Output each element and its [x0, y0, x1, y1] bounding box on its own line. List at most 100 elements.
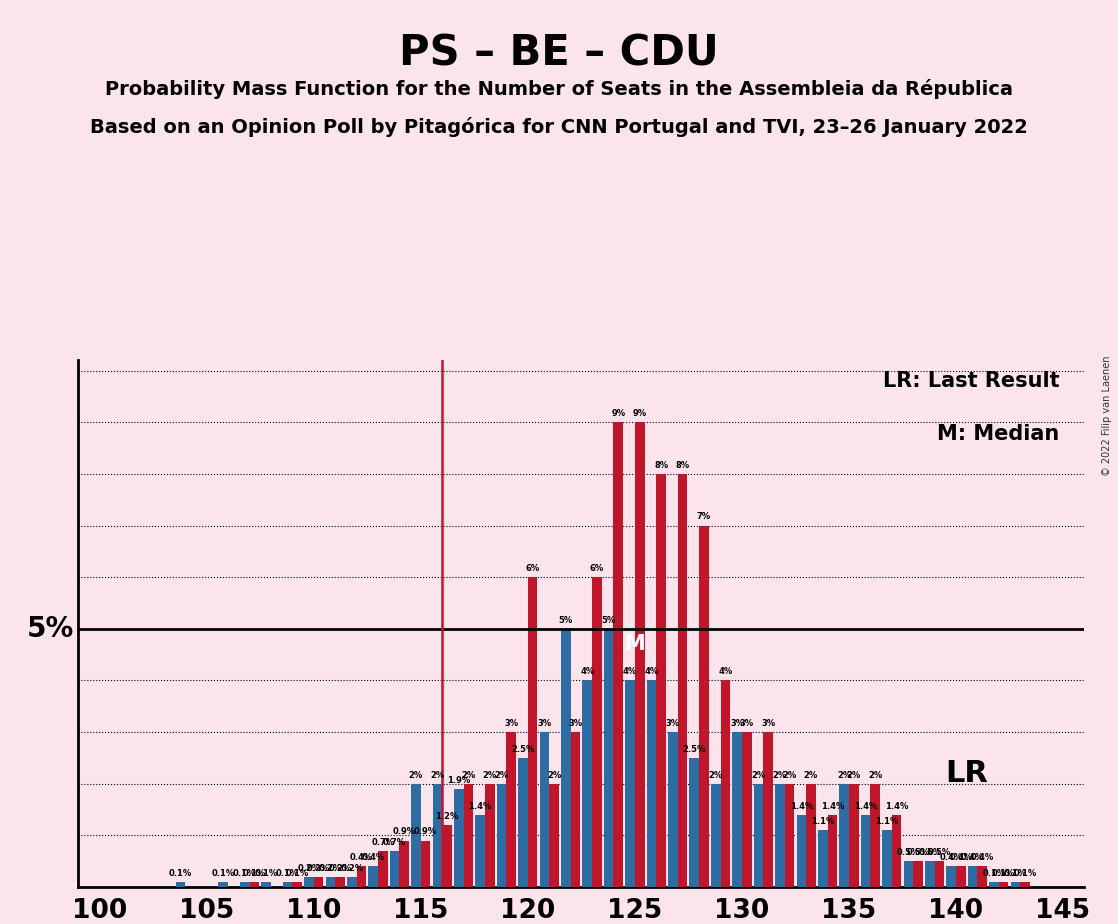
Bar — [368, 867, 378, 887]
Text: 4%: 4% — [644, 667, 659, 676]
Text: LR: LR — [946, 759, 988, 788]
Text: 0.2%: 0.2% — [297, 864, 321, 872]
Text: 5%: 5% — [27, 614, 74, 643]
Bar — [561, 629, 570, 887]
Bar — [519, 758, 528, 887]
Bar — [840, 784, 849, 887]
Bar — [946, 867, 956, 887]
Text: 0.4%: 0.4% — [961, 853, 984, 862]
Bar — [496, 784, 506, 887]
Text: 2%: 2% — [494, 771, 509, 780]
Bar — [742, 732, 751, 887]
Bar — [968, 867, 977, 887]
Bar — [646, 680, 656, 887]
Text: 9%: 9% — [612, 409, 625, 419]
Text: 1.4%: 1.4% — [789, 802, 813, 810]
Text: 2%: 2% — [783, 771, 797, 780]
Bar — [882, 831, 892, 887]
Bar — [656, 474, 666, 887]
Bar — [347, 877, 357, 887]
Text: 4%: 4% — [580, 667, 595, 676]
Bar — [335, 877, 344, 887]
Bar — [977, 867, 987, 887]
Bar — [420, 841, 430, 887]
Bar — [218, 881, 228, 887]
Text: 0.1%: 0.1% — [992, 869, 1015, 878]
Text: 3%: 3% — [730, 719, 745, 728]
Bar — [325, 877, 335, 887]
Text: M: Median: M: Median — [937, 423, 1060, 444]
Text: 1.4%: 1.4% — [854, 802, 878, 810]
Text: 1.4%: 1.4% — [885, 802, 908, 810]
Bar — [570, 732, 580, 887]
Bar — [998, 881, 1008, 887]
Bar — [754, 784, 764, 887]
Bar — [475, 815, 485, 887]
Bar — [304, 877, 314, 887]
Bar — [549, 784, 559, 887]
Bar — [240, 881, 249, 887]
Text: 2%: 2% — [430, 771, 445, 780]
Text: 1.1%: 1.1% — [875, 817, 899, 826]
Text: Probability Mass Function for the Number of Seats in the Assembleia da Républica: Probability Mass Function for the Number… — [105, 79, 1013, 99]
Bar — [528, 578, 538, 887]
Bar — [454, 789, 464, 887]
Bar — [433, 784, 443, 887]
Text: PS – BE – CDU: PS – BE – CDU — [399, 32, 719, 74]
Bar — [614, 422, 623, 887]
Bar — [390, 851, 399, 887]
Text: 0.1%: 0.1% — [983, 869, 1005, 878]
Text: 0.4%: 0.4% — [949, 853, 973, 862]
Text: 4%: 4% — [623, 667, 637, 676]
Bar — [283, 881, 292, 887]
Bar — [582, 680, 593, 887]
Bar — [785, 784, 795, 887]
Text: 1.2%: 1.2% — [435, 812, 458, 821]
Bar — [861, 815, 871, 887]
Bar — [249, 881, 259, 887]
Text: LR: Last Result: LR: Last Result — [883, 371, 1060, 391]
Text: 2%: 2% — [837, 771, 851, 780]
Bar — [903, 861, 913, 887]
Text: 0.1%: 0.1% — [276, 869, 300, 878]
Bar — [593, 578, 601, 887]
Text: 3%: 3% — [761, 719, 775, 728]
Bar — [711, 784, 720, 887]
Bar — [913, 861, 922, 887]
Text: 0.2%: 0.2% — [329, 864, 351, 872]
Text: 0.4%: 0.4% — [939, 853, 963, 862]
Text: 2%: 2% — [483, 771, 498, 780]
Bar — [314, 877, 323, 887]
Text: 6%: 6% — [590, 564, 604, 573]
Text: 3%: 3% — [666, 719, 680, 728]
Bar — [399, 841, 409, 887]
Text: 1.1%: 1.1% — [811, 817, 834, 826]
Bar — [540, 732, 549, 887]
Text: 9%: 9% — [633, 409, 646, 419]
Bar — [796, 815, 806, 887]
Text: 7%: 7% — [697, 513, 711, 521]
Text: 8%: 8% — [675, 461, 690, 469]
Bar — [1021, 881, 1030, 887]
Bar — [625, 680, 635, 887]
Bar — [720, 680, 730, 887]
Bar — [806, 784, 816, 887]
Bar — [925, 861, 935, 887]
Bar — [443, 825, 452, 887]
Text: 0.7%: 0.7% — [383, 838, 406, 846]
Bar — [292, 881, 302, 887]
Bar — [378, 851, 388, 887]
Text: 3%: 3% — [568, 719, 582, 728]
Bar — [989, 881, 998, 887]
Bar — [176, 881, 186, 887]
Text: 0.1%: 0.1% — [211, 869, 235, 878]
Text: 0.2%: 0.2% — [319, 864, 342, 872]
Text: 3%: 3% — [504, 719, 519, 728]
Bar — [635, 422, 644, 887]
Bar — [935, 861, 945, 887]
Text: 0.1%: 0.1% — [285, 869, 309, 878]
Text: 0.1%: 0.1% — [255, 869, 277, 878]
Text: 6%: 6% — [525, 564, 540, 573]
Bar — [699, 526, 709, 887]
Text: 0.4%: 0.4% — [350, 853, 373, 862]
